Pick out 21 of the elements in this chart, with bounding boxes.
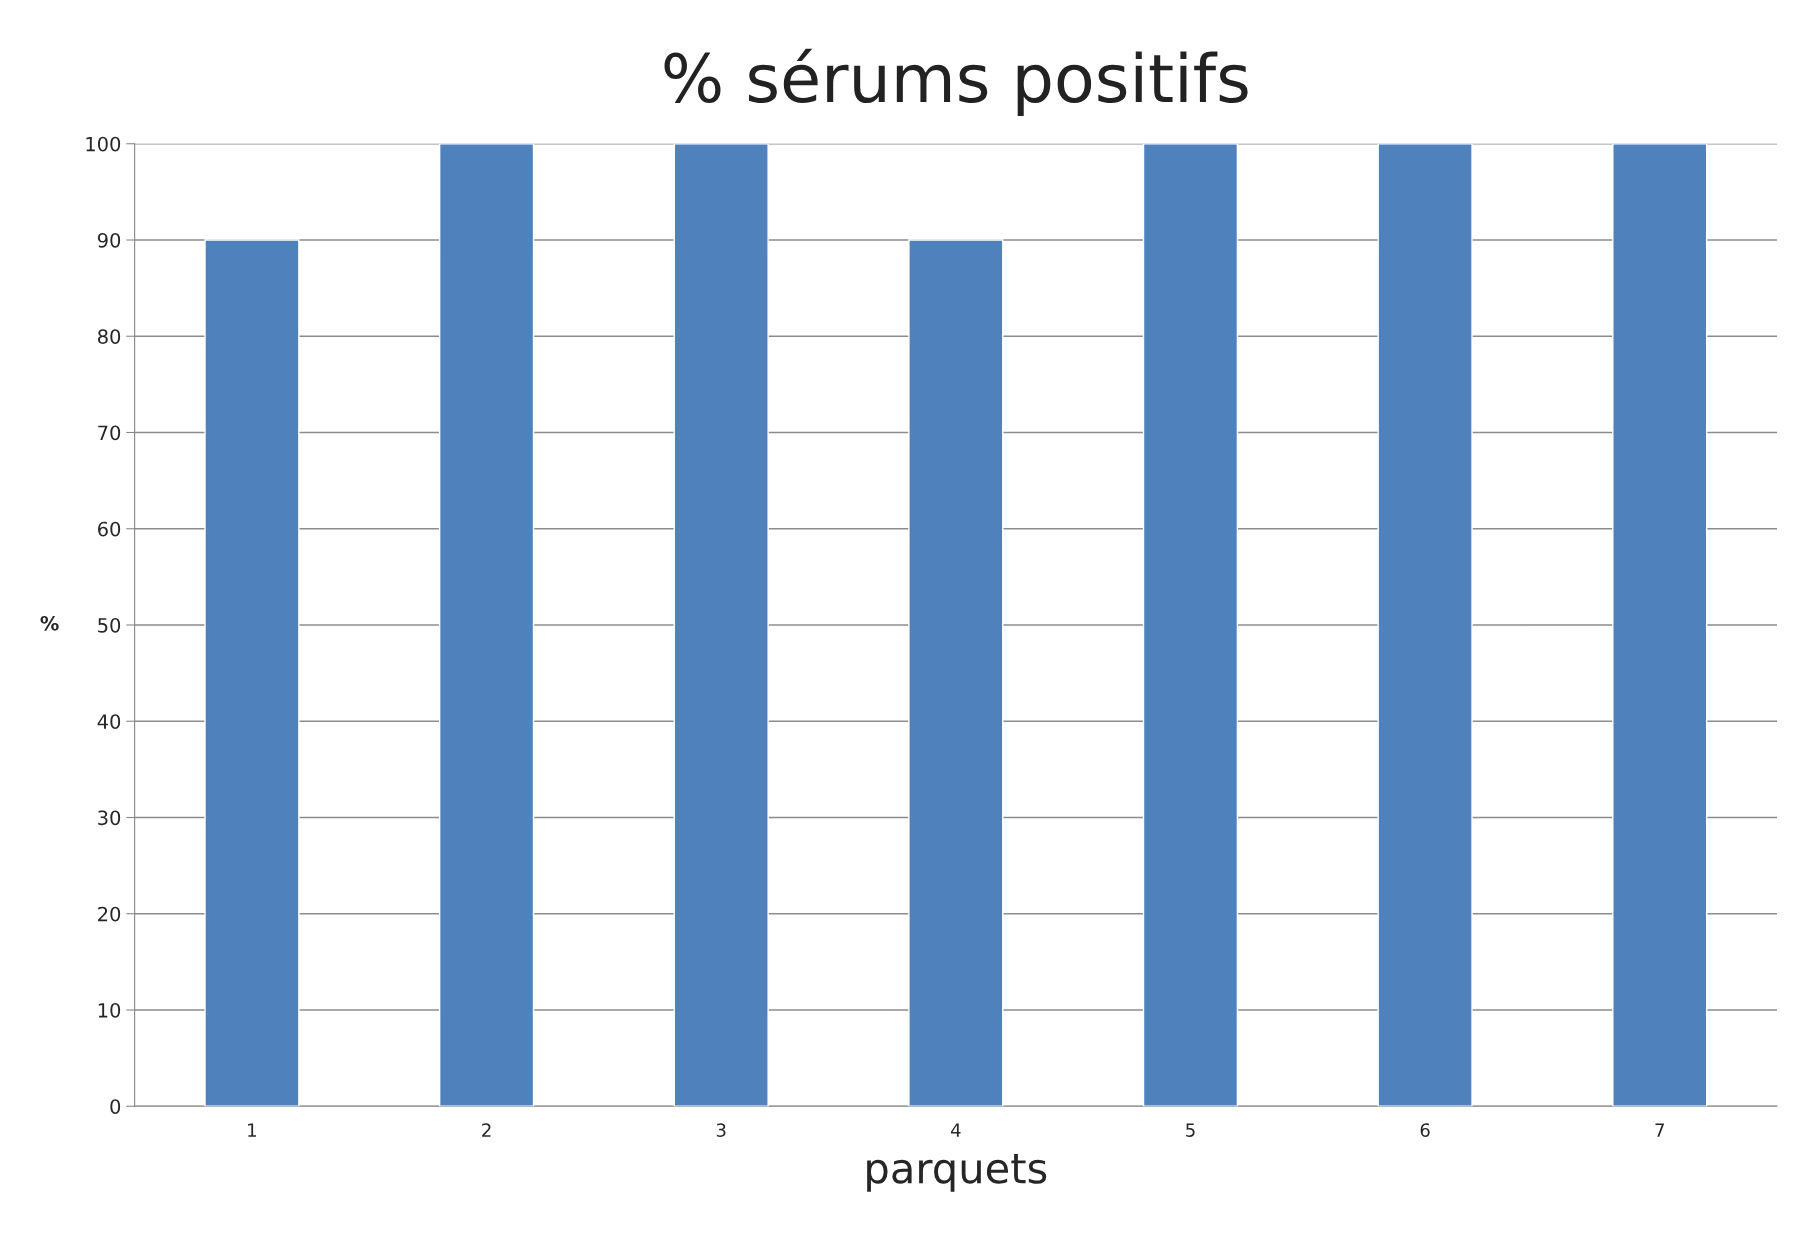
x-tick-label: 4: [950, 1123, 961, 1137]
y-tick-label: 80: [98, 329, 121, 344]
x-tick-label: 7: [1655, 1123, 1664, 1137]
x-tick-label: 1: [248, 1123, 257, 1137]
y-tick-label: 20: [98, 906, 121, 922]
x-axis-title: parquets: [867, 1153, 1047, 1192]
x-tick-label: 5: [1186, 1123, 1195, 1137]
chart-title: % sérums positifs: [664, 48, 1248, 116]
y-tick-label: 10: [98, 1002, 121, 1018]
y-tick-label: 0: [110, 1099, 121, 1114]
y-tick-label: 60: [98, 521, 121, 537]
y-tick-label: 50: [98, 617, 121, 633]
x-tick-label: 6: [1420, 1123, 1430, 1137]
y-tick-label: 70: [98, 425, 121, 441]
y-tick-label: 30: [98, 810, 121, 826]
x-tick-label: 3: [716, 1123, 726, 1137]
y-tick-label: 90: [97, 232, 121, 248]
y-tick-label: 40: [97, 714, 121, 729]
y-axis-title: %: [40, 615, 59, 631]
y-tick-label: 100: [86, 136, 121, 152]
x-tick-label: 2: [482, 1123, 491, 1137]
